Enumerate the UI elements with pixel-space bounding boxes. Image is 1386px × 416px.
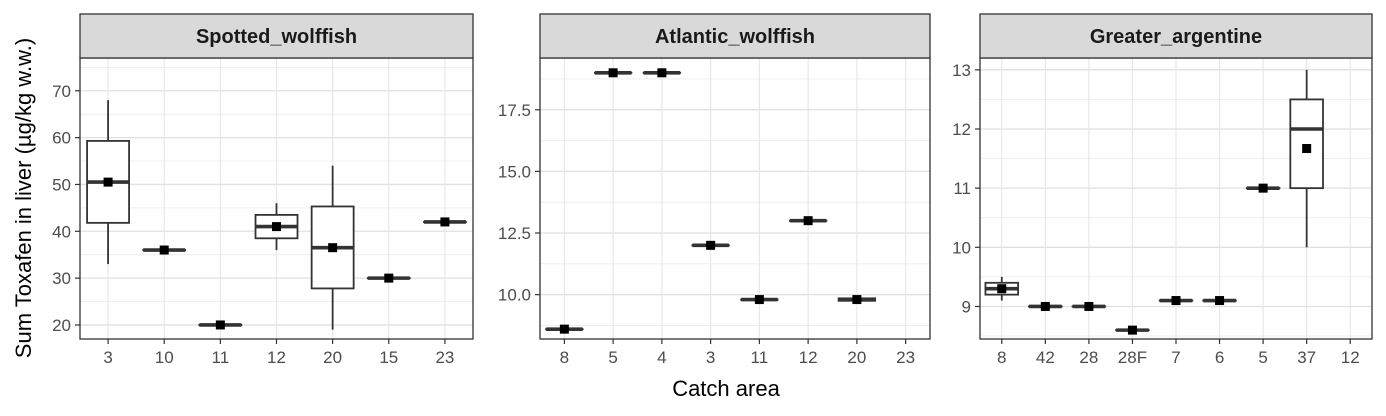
x-tick-label: 5 (608, 348, 617, 367)
y-tick-label: 9 (962, 297, 971, 316)
x-tick-label: 8 (560, 348, 569, 367)
box-11 (198, 320, 243, 330)
box-5 (593, 68, 633, 78)
facet-strip (79, 13, 474, 59)
box-42 (1028, 301, 1063, 311)
x-tick-label: 12 (799, 348, 818, 367)
mean-point (997, 284, 1007, 294)
mean-point (754, 295, 764, 305)
mean-point (159, 245, 169, 255)
mean-point (1258, 183, 1268, 193)
x-axis-title: Catch area (672, 376, 780, 401)
x-tick-label: 15 (379, 348, 398, 367)
box-37 (1289, 69, 1324, 248)
mean-point (1040, 301, 1050, 311)
mean-point (1171, 296, 1181, 306)
mean-point (1215, 296, 1225, 306)
y-tick-label: 12.5 (498, 224, 531, 243)
x-tick-label: 37 (1297, 348, 1316, 367)
x-tick-label: 8 (997, 348, 1006, 367)
x-tick-label: 6 (1215, 348, 1224, 367)
box-20 (310, 165, 355, 330)
x-tick-label: 28 (1079, 348, 1098, 367)
y-tick-label: 60 (52, 129, 71, 148)
x-tick-label: 11 (212, 348, 230, 367)
y-tick-label: 30 (52, 269, 71, 288)
facet-panel: 10.0 12.5 15.0 17.5 8 5 4 3 11 12 20 23 Atlantic_wol… (498, 13, 931, 367)
facet-strip (979, 13, 1373, 59)
y-tick-label: 50 (52, 175, 71, 194)
mean-point (440, 217, 450, 227)
mean-point (559, 324, 569, 334)
x-tick-label: 42 (1036, 348, 1055, 367)
mean-point (1084, 301, 1094, 311)
box-23 (423, 217, 467, 227)
y-tick-label: 70 (52, 82, 71, 101)
box-7 (1158, 296, 1194, 306)
mean-point (328, 243, 338, 253)
y-tick-label: 15.0 (498, 162, 531, 181)
y-tick-label: 10 (952, 238, 971, 257)
facet-panel: 9 10 11 12 13 8 42 28 28F 7 6 5 37 12 Greater_argentin… (952, 13, 1373, 367)
facet-title: Spotted_wolffish (196, 26, 357, 48)
mean-point (803, 216, 813, 226)
plot-background (540, 58, 930, 339)
box-28 (1071, 301, 1107, 311)
x-tick-label: 11 (751, 348, 769, 367)
box-3 (86, 100, 130, 265)
x-tick-label: 5 (1258, 348, 1267, 367)
mean-point (1302, 144, 1312, 154)
box-12 (254, 203, 299, 251)
y-tick-label: 10.0 (498, 286, 531, 305)
x-tick-label: 3 (706, 348, 715, 367)
y-tick-label: 13 (952, 61, 971, 80)
x-tick-label: 10 (155, 348, 174, 367)
iqr-box (1289, 98, 1324, 190)
box-3 (691, 240, 730, 250)
mean-point (852, 295, 862, 305)
y-tick-label: 11 (953, 179, 971, 198)
mean-point (1127, 325, 1137, 335)
y-axis-title: Sum Toxafen in liver (µg/kg w.w.) (11, 38, 36, 358)
mean-point (384, 273, 394, 283)
x-tick-label: 3 (103, 348, 112, 367)
box-15 (366, 273, 411, 283)
y-tick-label: 17.5 (498, 101, 531, 120)
facet-title: Greater_argentine (1090, 26, 1262, 48)
mean-point (657, 68, 667, 78)
box-12 (788, 216, 828, 226)
box-28F (1115, 325, 1150, 335)
x-tick-label: 12 (267, 348, 286, 367)
x-tick-label: 20 (323, 348, 342, 367)
x-tick-label: 4 (657, 348, 666, 367)
x-tick-label: 23 (435, 348, 454, 367)
y-tick-label: 12 (952, 120, 971, 139)
x-tick-label: 28F (1118, 348, 1147, 367)
mean-point (608, 68, 618, 78)
mean-point (103, 177, 113, 187)
mean-point (215, 320, 225, 330)
facet-strip (539, 13, 931, 59)
mean-point (706, 240, 716, 250)
y-tick-label: 20 (52, 316, 71, 335)
x-tick-label: 20 (847, 348, 866, 367)
x-tick-label: 23 (896, 348, 915, 367)
y-tick-label: 40 (52, 222, 71, 241)
box-8 (984, 276, 1020, 301)
box-5 (1245, 183, 1281, 193)
facet-title: Atlantic_wolffish (655, 26, 815, 48)
box-20 (837, 295, 877, 305)
x-tick-label: 7 (1171, 348, 1180, 367)
x-tick-label: 12 (1341, 348, 1360, 367)
box-10 (142, 245, 187, 255)
box-4 (642, 68, 682, 78)
box-6 (1202, 296, 1237, 306)
box-8 (545, 324, 584, 334)
box-11 (740, 295, 779, 305)
facet-panel: 20 30 40 50 60 70 3 10 11 12 20 15 23 Spotted_wolffis… (52, 13, 474, 367)
mean-point (272, 222, 281, 232)
